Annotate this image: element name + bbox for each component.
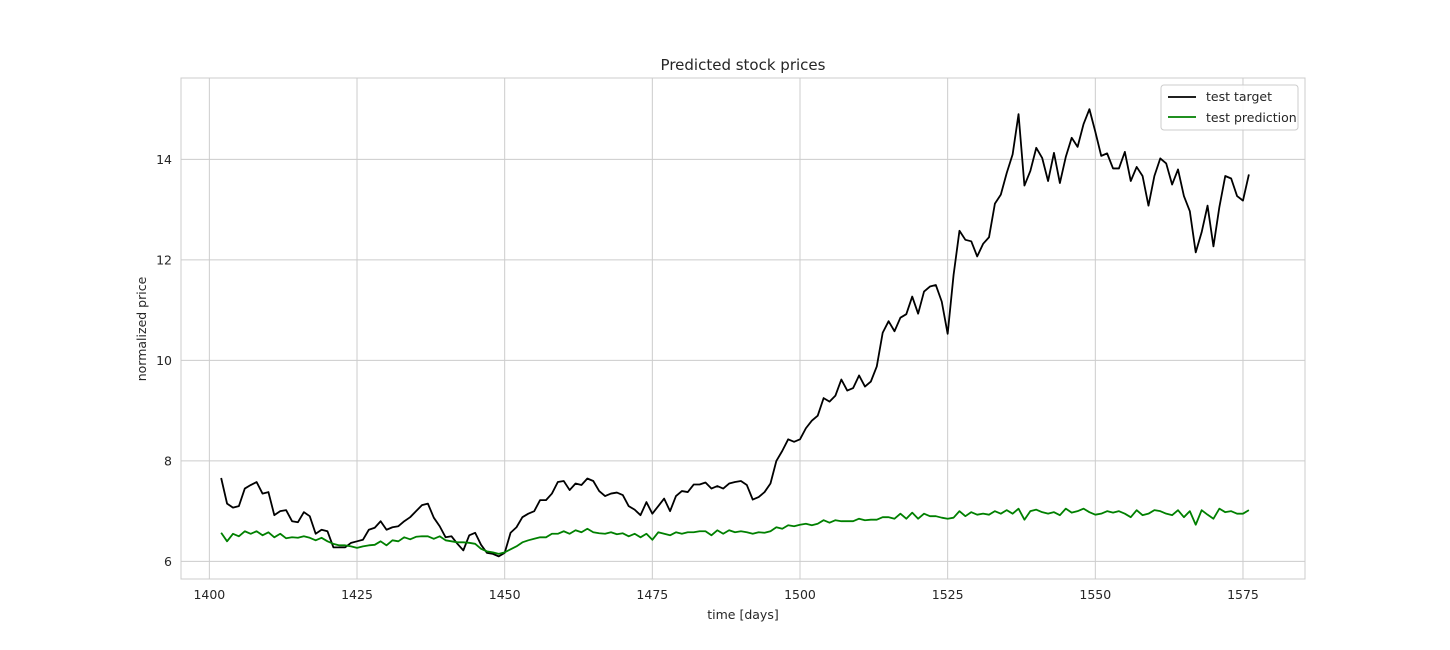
y-tick-label: 12 [156, 252, 172, 267]
y-axis-label: normalized price [134, 276, 149, 381]
x-tick-label: 1500 [784, 587, 816, 602]
x-tick-label: 1550 [1079, 587, 1111, 602]
y-tick-label: 10 [156, 353, 172, 368]
series-line-test-target [220, 108, 1250, 558]
legend-label-test-target: test target [1206, 89, 1272, 104]
x-tick-label: 1525 [932, 587, 964, 602]
x-tick-label: 1475 [636, 587, 668, 602]
series-line-test-prediction [220, 507, 1250, 555]
y-tick-label: 14 [156, 152, 172, 167]
chart-title: Predicted stock prices [661, 56, 826, 74]
y-tick-label: 8 [164, 453, 172, 468]
x-tick-label: 1575 [1227, 587, 1259, 602]
x-tick-label: 1450 [489, 587, 521, 602]
legend-label-test-prediction: test prediction [1206, 110, 1297, 125]
plot-frame [180, 77, 1306, 580]
x-tick-label: 1425 [341, 587, 373, 602]
series-lines [220, 108, 1250, 558]
legend: test target test prediction [1160, 84, 1299, 131]
y-tick-label: 6 [164, 554, 172, 569]
x-tick-label: 1400 [193, 587, 225, 602]
x-tick-labels: 1400 1425 1450 1475 1500 1525 1550 1575 [193, 587, 1258, 602]
x-axis-label: time [days] [707, 607, 778, 622]
y-tick-labels: 6 8 10 12 14 [156, 152, 172, 569]
grid [181, 78, 1305, 579]
